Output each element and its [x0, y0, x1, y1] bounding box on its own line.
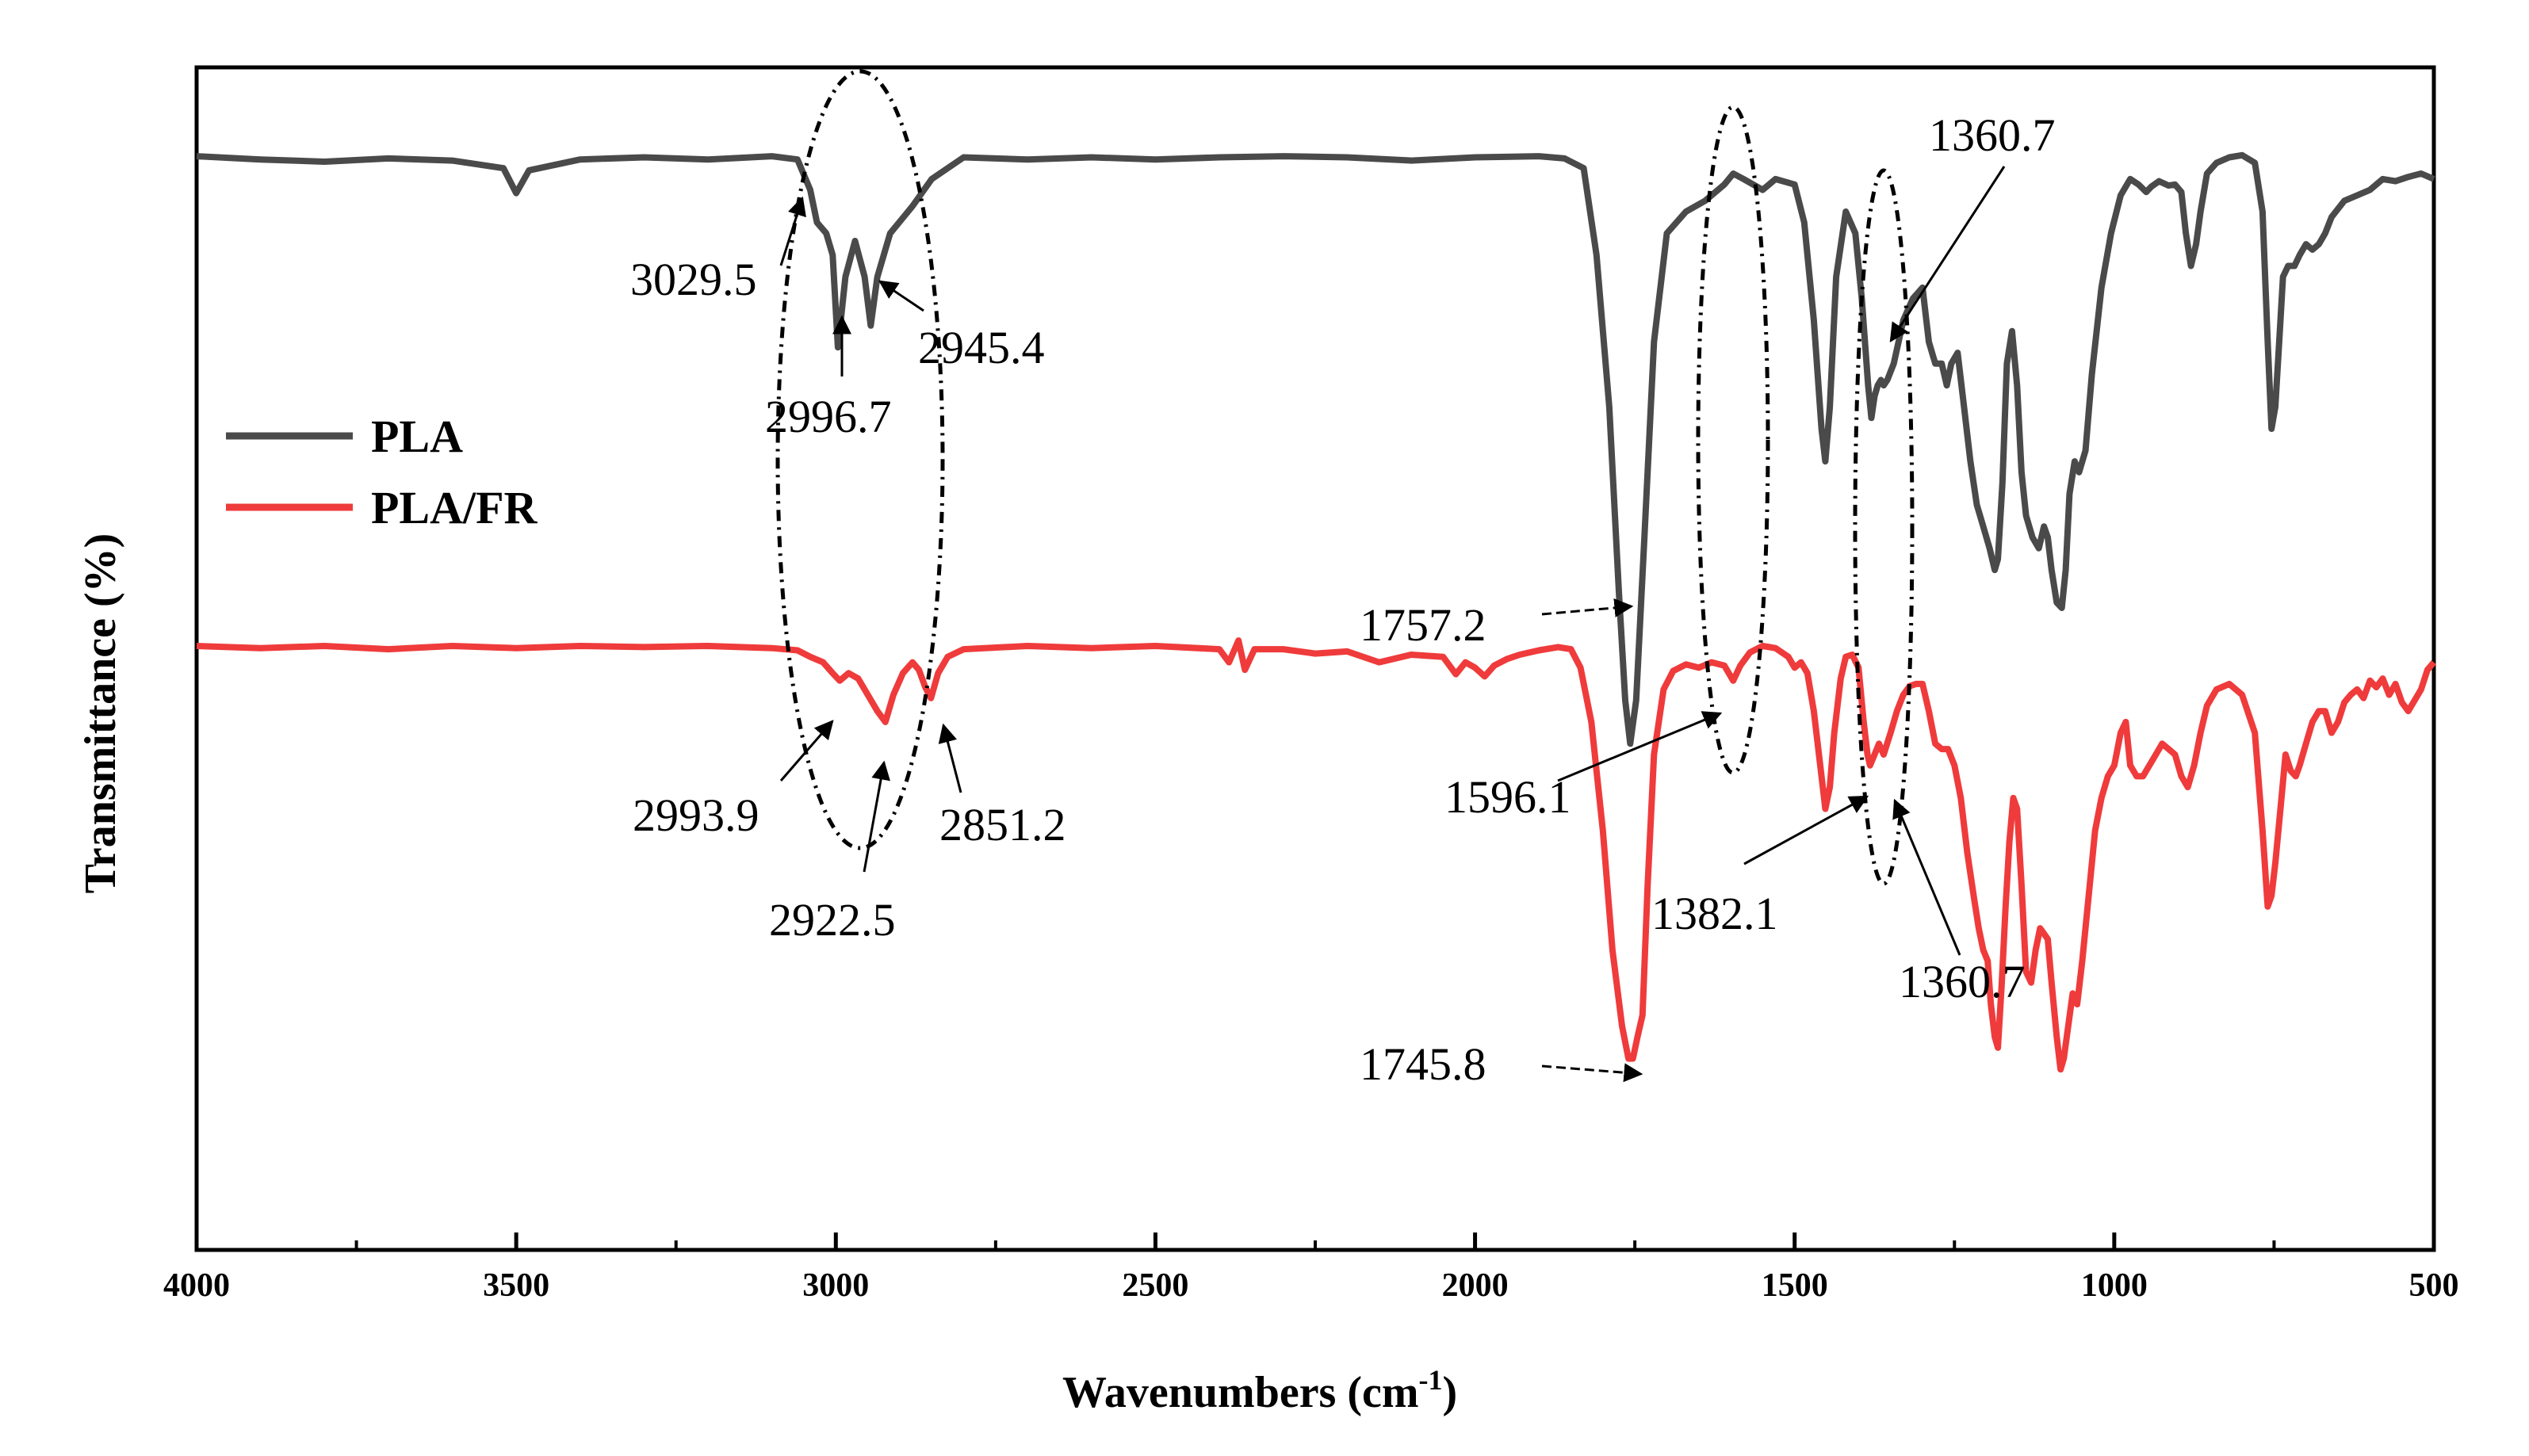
- x-tick-label-3000: 3000: [802, 1267, 869, 1304]
- arrow-2851-2: [938, 723, 962, 793]
- annotation-label-2851-2: 2851.2: [939, 799, 1066, 850]
- arrow-1382-1: [1743, 795, 1869, 866]
- annotation-label-1382-1: 1382.1: [1651, 888, 1778, 939]
- x-axis-title-main: Wavenumbers (cm: [1062, 1368, 1419, 1417]
- x-axis-title-close: ): [1443, 1368, 1458, 1417]
- legend: PLA PLA/FR: [226, 411, 538, 533]
- arrow-1745-8: [1541, 1063, 1643, 1083]
- highlight-ellipse-1360-region: [1853, 168, 1915, 886]
- x-axis-title: Wavenumbers (cm-1): [1062, 1364, 1457, 1417]
- x-tick-label-2000: 2000: [1442, 1267, 1509, 1304]
- series-line-pla-fr: [196, 637, 2437, 1073]
- annotation-label-2922-5: 2922.5: [769, 894, 896, 946]
- annotation-label-2945-4: 2945.4: [918, 322, 1045, 373]
- annotation-labels: 3029.5 2996.7 2945.4 1757.2 1360.7 2993.…: [630, 109, 2056, 1090]
- y-axis-title: Transmittance (%): [76, 533, 125, 894]
- highlight-ellipse-1596-region: [1696, 105, 1770, 775]
- plot-frame: [194, 65, 2436, 1252]
- series-line-pla: [196, 151, 2435, 747]
- annotation-label-1596-1: 1596.1: [1444, 771, 1571, 823]
- x-tick-label-500: 500: [2409, 1267, 2459, 1304]
- x-tick-label-2500: 2500: [1122, 1267, 1188, 1304]
- x-tick-label-1000: 1000: [2081, 1267, 2148, 1304]
- arrow-1757-2: [1541, 598, 1634, 617]
- arrow-3029-5: [779, 196, 806, 266]
- x-tick-label-3500: 3500: [483, 1267, 549, 1304]
- annotation-label-1360-7-fr: 1360.7: [1899, 956, 2026, 1007]
- annotation-label-2996-7: 2996.7: [765, 391, 892, 442]
- arrow-1360-7-pla: [1889, 166, 2006, 343]
- x-axis-ticks: 4000 3500 3000 2500 2000 1500 1000 500: [163, 1232, 2459, 1304]
- highlight-ellipses: [775, 69, 1915, 886]
- x-tick-label-4000: 4000: [163, 1267, 230, 1304]
- x-axis-title-superscript: -1: [1419, 1364, 1443, 1396]
- arrow-2993-9: [779, 720, 834, 782]
- annotation-label-2993-9: 2993.9: [633, 789, 759, 841]
- arrow-1596-1: [1557, 711, 1723, 782]
- legend-label-pla-fr: PLA/FR: [371, 482, 538, 533]
- series-layer: [196, 151, 2437, 1073]
- highlight-ellipse-ch-region: [775, 69, 945, 850]
- x-tick-label-1500: 1500: [1762, 1267, 1828, 1304]
- legend-label-pla: PLA: [371, 411, 463, 462]
- annotation-label-1360-7-pla: 1360.7: [1929, 109, 2056, 161]
- arrow-2945-4: [878, 280, 924, 312]
- annotation-label-3029-5: 3029.5: [630, 254, 757, 305]
- annotation-arrows: [779, 166, 2006, 1083]
- annotation-label-1757-2: 1757.2: [1360, 599, 1486, 651]
- annotation-label-1745-8: 1745.8: [1360, 1038, 1486, 1090]
- arrow-1360-7-fr: [1892, 798, 1961, 956]
- arrow-2922-5: [863, 760, 890, 873]
